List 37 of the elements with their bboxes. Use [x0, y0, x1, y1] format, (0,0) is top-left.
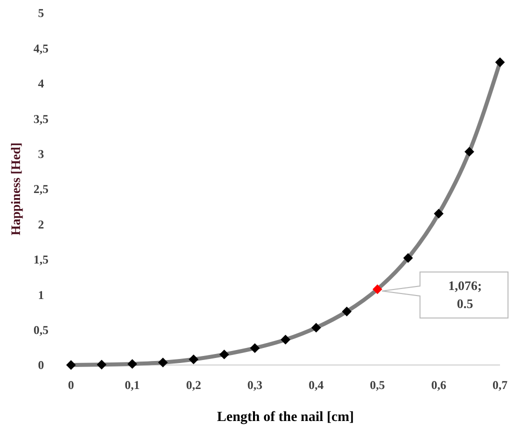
y-tick-label: 2,5 — [34, 182, 48, 196]
point — [250, 343, 260, 353]
point — [311, 322, 321, 333]
y-tick-label: 2 — [38, 217, 44, 232]
point — [372, 284, 382, 294]
y-tick-label: 0,5 — [34, 323, 48, 337]
y-tick-label: 1,5 — [34, 252, 48, 267]
x-tick-label: 0 — [68, 378, 74, 392]
x-tick-label: 0,6 — [431, 378, 446, 392]
point — [158, 358, 168, 368]
y-tick-label: 1 — [38, 288, 44, 302]
x-tick-label: 0,3 — [247, 378, 262, 392]
x-tick-label: 0,2 — [186, 378, 202, 392]
point — [464, 146, 474, 157]
x-tick-label: 0,1 — [124, 378, 140, 392]
y-tick-label: 3 — [38, 147, 44, 161]
y-tick-label: 4,5 — [34, 41, 48, 56]
point — [96, 360, 106, 370]
y-tick-label: 5 — [38, 6, 44, 20]
y-tick-label: 0 — [38, 358, 44, 372]
y-axis-title: Happiness [Hed] — [8, 142, 23, 236]
point — [342, 306, 352, 316]
point — [434, 208, 444, 218]
point — [127, 359, 138, 369]
point — [66, 360, 76, 370]
point — [280, 334, 290, 345]
x-tick-label: 0,7 — [492, 378, 508, 392]
x-tick-label: 0,4 — [308, 378, 324, 392]
y-tick-label: 4 — [38, 76, 44, 91]
x-tick-label: 0,5 — [370, 378, 385, 392]
y-tick-label: 3,5 — [34, 112, 48, 126]
point — [188, 354, 198, 364]
point — [219, 350, 230, 360]
point — [495, 57, 505, 68]
annotation: 1,076; 0.5 — [448, 278, 482, 311]
point — [403, 253, 413, 263]
x-axis-title: Length of the nail [cm] — [217, 410, 354, 425]
